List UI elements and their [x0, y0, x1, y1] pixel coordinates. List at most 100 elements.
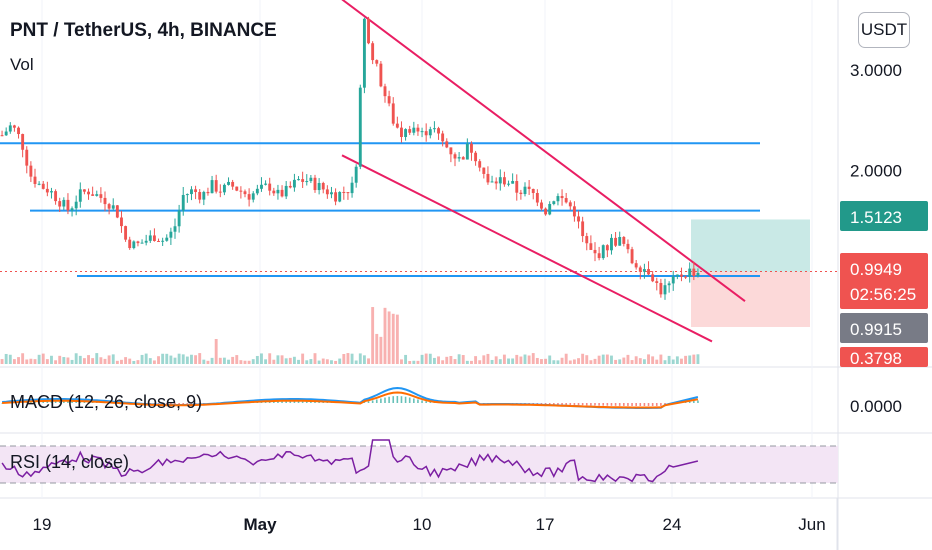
macd-histogram-bar	[618, 403, 621, 406]
macd-histogram-bar	[83, 401, 86, 403]
time-tick-label[interactable]: 19	[33, 515, 52, 534]
candle-body	[634, 263, 638, 268]
volume-bar	[124, 357, 128, 364]
candle-body	[420, 131, 424, 133]
rsi-label[interactable]: RSI (14, close)	[10, 452, 130, 472]
macd-histogram-bar	[408, 397, 411, 403]
time-tick-label[interactable]: May	[243, 515, 277, 534]
volume-bar	[313, 353, 317, 364]
candle-body	[264, 183, 268, 185]
candle-body	[152, 235, 156, 241]
candle-body	[317, 183, 321, 191]
candle-body	[33, 176, 37, 184]
volume-bar	[243, 360, 247, 364]
volume-bar	[17, 357, 20, 364]
volume-bar	[284, 358, 288, 364]
volume-bar	[190, 354, 193, 364]
candle-body	[66, 199, 70, 211]
candle-body	[21, 134, 25, 150]
volume-bar	[120, 359, 123, 364]
candle-body	[387, 96, 391, 104]
candle-body	[453, 154, 457, 159]
volume-bar	[218, 357, 222, 364]
volume-bar	[453, 359, 457, 364]
candle-body	[655, 281, 659, 283]
volume-bar	[692, 354, 696, 364]
volume-bar	[354, 360, 358, 364]
macd-histogram-bar	[392, 396, 395, 403]
candle-body	[161, 240, 165, 242]
macd-histogram-bar	[594, 403, 596, 406]
candle-body	[659, 282, 663, 295]
candle-body	[354, 166, 358, 183]
candle-body	[0, 135, 4, 137]
channel-lower-line	[341, 154, 713, 343]
candle-body	[564, 198, 568, 203]
candle-body	[239, 190, 243, 192]
volume-bar	[21, 353, 25, 364]
volume-bar	[585, 355, 589, 364]
macd-histogram-bar	[429, 401, 432, 403]
volume-bar	[4, 353, 8, 364]
time-tick-label[interactable]: 17	[536, 515, 555, 534]
volume-bar	[177, 353, 181, 364]
price-badge-label: 1.5123	[850, 208, 902, 227]
macd-histogram-bar	[38, 401, 40, 403]
currency-button[interactable]: USDT	[858, 12, 910, 48]
volume-bar	[185, 356, 189, 364]
candle-body	[601, 245, 605, 259]
volume-bar	[684, 355, 688, 364]
macd-histogram-bar	[260, 402, 263, 403]
symbol-title[interactable]: PNT / TetherUS, 4h, BINANCE	[10, 20, 277, 41]
volume-bar	[317, 360, 321, 364]
macd-histogram-bar	[87, 401, 90, 403]
macd-histogram-bar	[371, 400, 374, 403]
time-tick-label[interactable]: 10	[413, 515, 432, 534]
candle-body	[465, 143, 469, 160]
time-tick-label[interactable]: 24	[663, 515, 682, 534]
candle-body	[461, 157, 465, 160]
time-tick-label[interactable]: Jun	[798, 515, 825, 534]
volume-bar	[255, 355, 259, 364]
macd-histogram-bar	[569, 403, 572, 405]
target-zone	[691, 219, 810, 272]
candle-body	[82, 189, 86, 192]
candle-body	[136, 241, 140, 244]
macd-histogram-bar	[651, 403, 654, 406]
volume-bar	[161, 353, 165, 364]
macd-histogram-bar	[602, 403, 605, 406]
volume-bar	[350, 353, 354, 364]
macd-histogram-bar	[623, 403, 625, 406]
volume-bar	[667, 355, 671, 364]
volume-bar	[601, 354, 605, 364]
macd-histogram-bar	[67, 401, 69, 403]
candle-body	[255, 188, 259, 194]
macd-histogram-bar	[417, 399, 419, 403]
volume-bar	[412, 360, 416, 364]
volume-bar	[680, 358, 683, 364]
price-badge-label: 0.9949	[850, 260, 902, 279]
volume-bar	[74, 353, 78, 364]
price-tick-label: 3.0000	[850, 61, 902, 80]
candle-body	[54, 191, 58, 202]
candle-body	[531, 188, 535, 194]
volume-bar	[626, 354, 630, 364]
volume-bar	[400, 359, 403, 364]
volume-bar	[268, 353, 272, 364]
volume-bar	[87, 355, 90, 364]
candle-body	[572, 206, 576, 217]
candle-body	[486, 173, 490, 183]
macd-histogram-bar	[301, 401, 304, 403]
macd-label[interactable]: MACD (12, 26, close, 9)	[10, 392, 203, 412]
candle-body	[552, 201, 556, 204]
volume-bar	[490, 359, 494, 364]
volume-bar	[461, 355, 465, 364]
macd-histogram-bar	[293, 401, 296, 403]
candle-body	[383, 86, 387, 97]
channel-upper-line	[341, 0, 746, 302]
volume-bar	[420, 354, 424, 364]
candle-body	[4, 131, 8, 136]
macd-histogram-bar	[367, 401, 370, 403]
price-badge	[840, 347, 928, 367]
